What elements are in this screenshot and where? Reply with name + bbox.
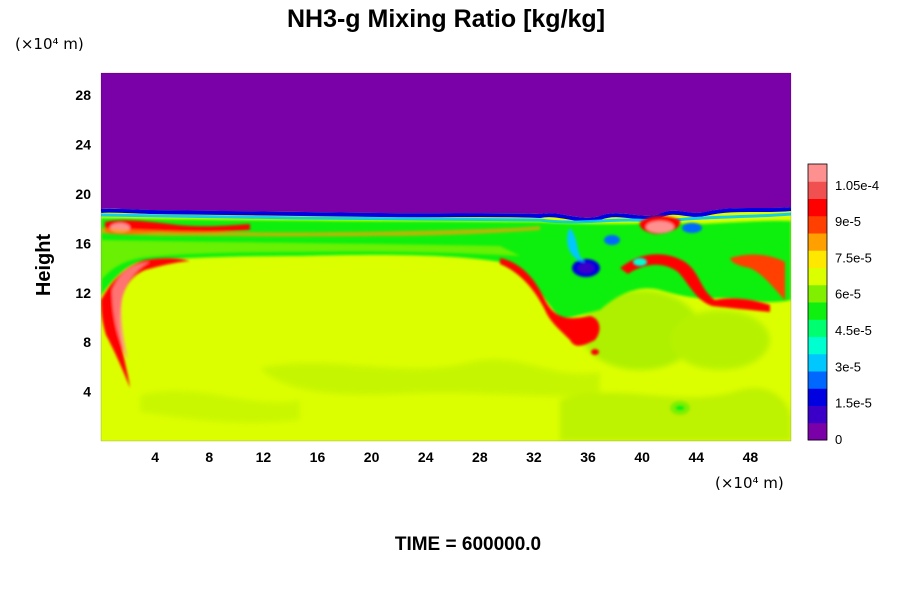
colorbar-tick-label: 1.05e-4 (835, 178, 879, 193)
x-tick-label: 16 (310, 449, 326, 465)
x-tick-label: 4 (151, 449, 159, 465)
x-tick-label: 8 (205, 449, 213, 465)
x-tick-label: 20 (364, 449, 380, 465)
y-unit-label: (×10⁴ m) (15, 35, 84, 53)
x-unit-label: (×10⁴ m) (715, 474, 784, 492)
green-band-light (101, 240, 520, 280)
plot-area (101, 73, 791, 441)
colorbar-tick-label: 0 (835, 432, 842, 447)
lower-texture (140, 290, 791, 441)
x-tick-label: 24 (418, 449, 434, 465)
red-features (101, 216, 785, 388)
x-tick-label: 48 (743, 449, 759, 465)
upper-layer (101, 73, 791, 218)
y-tick-label: 4 (83, 384, 91, 400)
swirl-features (567, 223, 702, 415)
x-tick-label: 12 (256, 449, 272, 465)
y-tick-label: 28 (75, 87, 91, 103)
chart-title: NH3-g Mixing Ratio [kg/kg] (287, 5, 605, 33)
colorbar-swatch (808, 181, 827, 199)
y-axis-label: Height (33, 234, 55, 297)
colorbar-tick-label: 7.5e-5 (835, 250, 872, 265)
colorbar (807, 163, 828, 441)
x-tick-label: 40 (634, 449, 650, 465)
colorbar-swatch (808, 336, 827, 355)
colorbar-swatch (808, 422, 827, 441)
colorbar-swatch (808, 198, 827, 217)
x-tick-label: 32 (526, 449, 542, 465)
colorbar-tick-label: 6e-5 (835, 287, 861, 302)
x-tick-label: 44 (689, 449, 705, 465)
colorbar-swatch (808, 164, 827, 182)
colorbar-swatch (808, 405, 827, 424)
colorbar-ticks: 0 1.5e-5 3e-5 4.5e-5 6e-5 7.5e-5 9e-5 1.05e-4 (835, 178, 879, 447)
transition-edge (101, 207, 791, 222)
y-tick-label: 24 (75, 137, 91, 153)
x-tick-label: 36 (580, 449, 596, 465)
y-axis-ticks: 4 8 12 16 20 24 28 (75, 87, 91, 399)
plot-frame (100, 72, 792, 442)
y-tick-label: 20 (75, 186, 91, 202)
colorbar-swatch (808, 267, 827, 286)
colorbar-swatch (808, 233, 827, 251)
colorbar-swatch (808, 353, 827, 372)
colorbar-swatch (808, 371, 827, 389)
transition-edge-inner (101, 212, 791, 224)
colorbar-swatch (808, 302, 827, 320)
y-tick-label: 12 (75, 285, 91, 301)
colorbar-tick-label: 1.5e-5 (835, 396, 872, 411)
colorbar-swatch (808, 388, 827, 406)
colorbar-swatch (808, 284, 827, 303)
colorbar-tick-label: 9e-5 (835, 214, 861, 229)
colorbar-frame (807, 163, 828, 441)
y-tick-label: 16 (75, 235, 91, 251)
x-axis-ticks: 4 8 12 16 20 24 28 32 36 40 44 48 (151, 449, 758, 465)
time-label: TIME = 600000.0 (395, 534, 541, 555)
colorbar-tick-label: 4.5e-5 (835, 323, 872, 338)
colorbar-swatch (808, 215, 827, 234)
y-tick-label: 8 (83, 334, 91, 350)
colorbar-swatch (808, 319, 827, 337)
colorbar-swatch (808, 250, 827, 268)
colorbar-tick-label: 3e-5 (835, 359, 861, 374)
x-tick-label: 28 (472, 449, 488, 465)
